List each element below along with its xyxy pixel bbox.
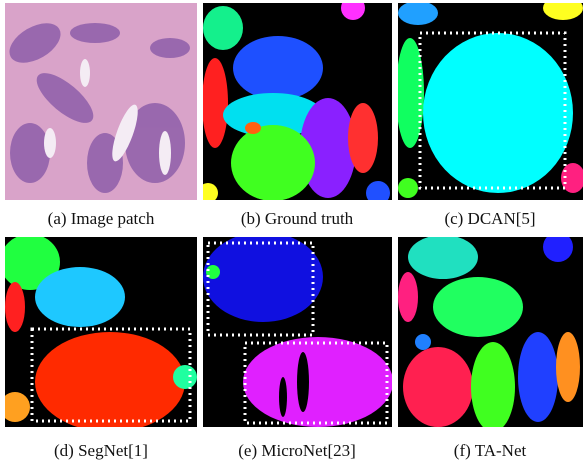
caption: (c) DCAN[5]	[444, 209, 535, 228]
caption: (a) Image patch	[48, 209, 155, 228]
ground-truth-mask	[198, 0, 392, 205]
caption: (e) MicroNet[23]	[238, 441, 356, 460]
caption: (d) SegNet[1]	[54, 441, 148, 460]
image-patch	[3, 3, 197, 200]
segnet-mask	[0, 234, 197, 432]
micronet-mask	[203, 232, 393, 427]
ta-net-mask	[398, 232, 583, 432]
dcan-mask	[396, 0, 585, 200]
figure: (a) Image patch (b) Ground truth (c) DCA…	[0, 0, 585, 467]
caption: (f) TA-Net	[454, 441, 527, 460]
caption: (b) Ground truth	[241, 209, 354, 228]
